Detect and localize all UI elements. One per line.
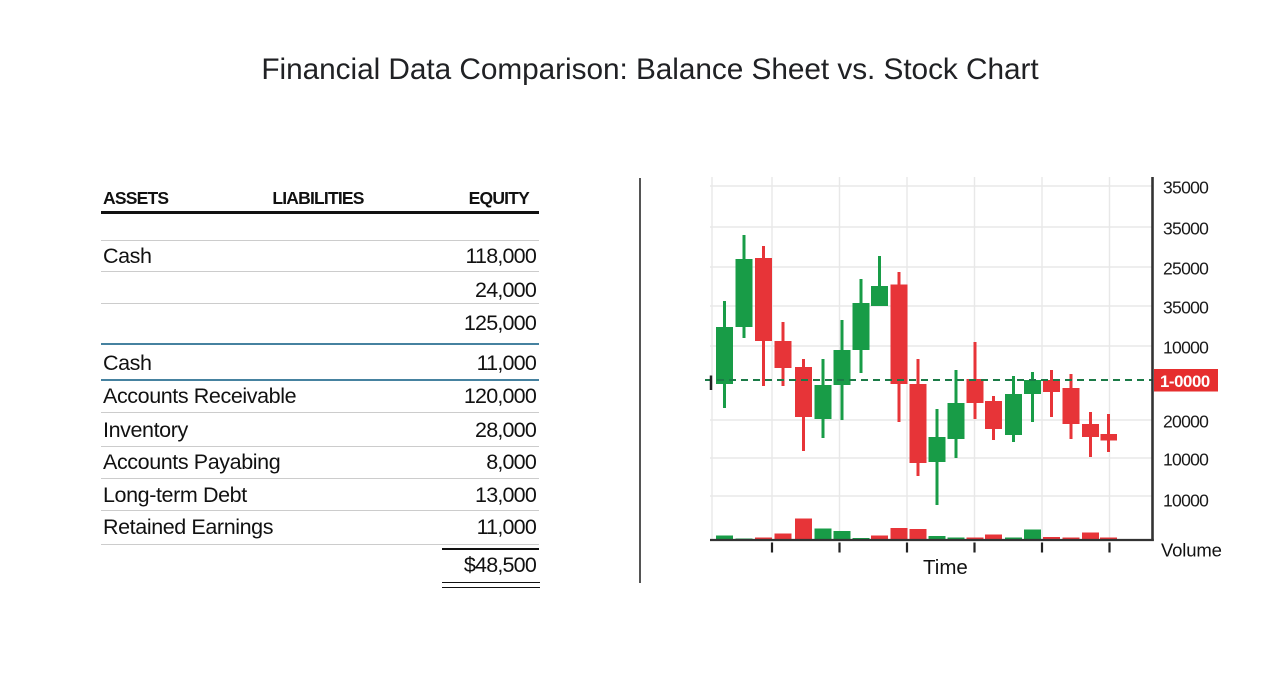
svg-text:Time: Time <box>923 556 968 579</box>
svg-text:Volume: Volume <box>1161 540 1222 561</box>
svg-text:35000: 35000 <box>1163 297 1209 317</box>
svg-text:1-0000: 1-0000 <box>1160 372 1210 391</box>
svg-text:35000: 35000 <box>1163 218 1209 238</box>
svg-text:35000: 35000 <box>1163 177 1209 197</box>
svg-text:10000: 10000 <box>1163 490 1209 510</box>
svg-text:10000: 10000 <box>1163 449 1209 469</box>
svg-text:25000: 25000 <box>1163 258 1209 278</box>
svg-text:20000: 20000 <box>1163 411 1209 431</box>
svg-text:10000: 10000 <box>1163 337 1209 357</box>
